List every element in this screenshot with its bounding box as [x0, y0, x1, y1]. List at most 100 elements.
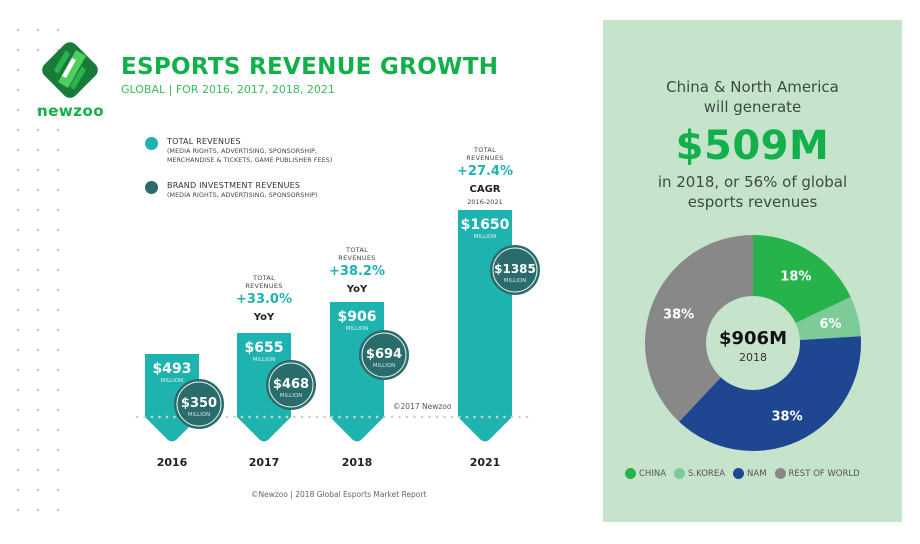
baseline-dot [473, 415, 476, 419]
decorative-dot [36, 308, 40, 312]
donut-slice-rest-of-world [645, 235, 753, 422]
decorative-dot [36, 288, 40, 292]
decorative-dot [16, 188, 20, 192]
decorative-dot [36, 328, 40, 332]
decorative-dot [56, 228, 60, 232]
baseline-dot [338, 415, 341, 419]
legend-brand-label: BRAND INVESTMENT REVENUES [167, 181, 301, 190]
brand-investment-unit-label: MILLION [280, 393, 303, 399]
legend-total-swatch [145, 137, 158, 150]
decorative-dot [16, 368, 20, 372]
decorative-dot-grid [16, 28, 60, 512]
donut-slice-label: 38% [771, 409, 802, 424]
decorative-dot [36, 508, 40, 512]
growth-caption: REVENUES [338, 254, 376, 262]
decorative-dot [16, 328, 20, 332]
total-revenue-unit-label: MILLION [474, 234, 497, 240]
decorative-dot [16, 508, 20, 512]
decorative-dot [36, 348, 40, 352]
baseline-dot [360, 415, 364, 419]
chart-source: ©Newzoo | 2018 Global Esports Market Rep… [251, 490, 427, 499]
decorative-dot [36, 208, 40, 212]
decorative-dot [56, 128, 60, 132]
brand-investment-circle-ring [492, 247, 538, 293]
baseline-dot [435, 415, 439, 419]
donut-slice-nam [679, 336, 861, 451]
decorative-dot [56, 388, 60, 392]
decorative-dot [16, 208, 20, 212]
panel-line-4: esports revenues [687, 193, 818, 211]
decorative-dot [56, 108, 60, 112]
decorative-dot [56, 28, 60, 32]
growth-caption: TOTAL [473, 146, 497, 154]
total-revenue-value-label: $906 [338, 309, 377, 325]
legend-brand-swatch [145, 181, 158, 194]
growth-kind-2017: YoY [253, 312, 275, 323]
decorative-dot [36, 368, 40, 372]
growth-range-2021: 2016-2021 [467, 198, 503, 206]
legend-brand-sub1: (MEDIA RIGHTS, ADVERTISING, SPONSORSHIP) [167, 192, 318, 199]
decorative-dot [56, 168, 60, 172]
decorative-dot [36, 148, 40, 152]
decorative-dot [16, 348, 20, 352]
skorea-swatch [674, 468, 686, 479]
baseline-dot [480, 415, 484, 419]
year-label-2017: 2017 [248, 456, 280, 469]
decorative-dot [56, 408, 60, 412]
brand-investment-unit-label: MILLION [504, 278, 527, 284]
decorative-dot [36, 248, 40, 252]
decorative-dot [36, 268, 40, 272]
page-title: ESPORTS REVENUE GROWTH [121, 54, 499, 80]
donut-legend-item-nam: NAM [733, 468, 767, 479]
growth-value-2017: +33.0% [236, 292, 292, 307]
decorative-dot [56, 508, 60, 512]
growth-value-2018: +38.2% [329, 264, 385, 279]
baseline-dot [173, 415, 176, 419]
baseline-dot [450, 415, 454, 419]
chart-watermark: ©2017 Newzoo [393, 402, 452, 411]
baseline-dot [225, 415, 229, 419]
brand-investment-circle-2021 [490, 245, 540, 295]
decorative-dot [36, 468, 40, 472]
baseline-dot [278, 415, 281, 419]
growth-caption: TOTAL [345, 246, 369, 254]
brand-investment-circle-ring [361, 332, 407, 378]
decorative-dot [36, 128, 40, 132]
brand-investment-value-label: $694 [366, 347, 402, 362]
panel-line-3: in 2018, or 56% of global [657, 173, 848, 191]
decorative-dot [16, 68, 20, 72]
donut-legend-label: NAM [747, 468, 767, 479]
decorative-dot [16, 388, 20, 392]
decorative-dot [56, 248, 60, 252]
decorative-dot [16, 248, 20, 252]
decorative-dot [56, 428, 60, 432]
decorative-dot [36, 448, 40, 452]
decorative-dot [16, 108, 20, 112]
baseline-dot [495, 415, 499, 419]
donut-legend-item-rest-of-world: REST OF WORLD [774, 468, 860, 479]
brand-investment-value-label: $1385 [494, 262, 536, 276]
decorative-dot [56, 288, 60, 292]
decorative-dot [16, 48, 20, 52]
total-revenue-unit-label: MILLION [253, 357, 276, 363]
decorative-dot [56, 488, 60, 492]
baseline-dot [330, 415, 334, 419]
donut-center-year: 2018 [739, 351, 767, 364]
decorative-dot [56, 448, 60, 452]
decorative-dot [36, 108, 40, 112]
total-revenue-bar-2017 [237, 333, 291, 442]
rest-of-world-swatch [774, 468, 786, 479]
baseline-dot [413, 415, 416, 419]
donut-legend-label: S.KOREA [688, 468, 726, 479]
donut-legend-label: REST OF WORLD [788, 468, 860, 479]
decorative-dot [36, 48, 40, 52]
decorative-dot [56, 308, 60, 312]
decorative-dot [16, 128, 20, 132]
decorative-dot [16, 268, 20, 272]
donut-slice-label: 38% [663, 308, 694, 323]
baseline-dot [270, 415, 274, 419]
brand-name: newzoo [37, 102, 105, 120]
decorative-dot [36, 188, 40, 192]
legend-total-sub1: (MEDIA RIGHTS, ADVERTISING, SPONSORSHIP, [167, 148, 318, 155]
brand-investment-unit-label: MILLION [373, 363, 396, 369]
